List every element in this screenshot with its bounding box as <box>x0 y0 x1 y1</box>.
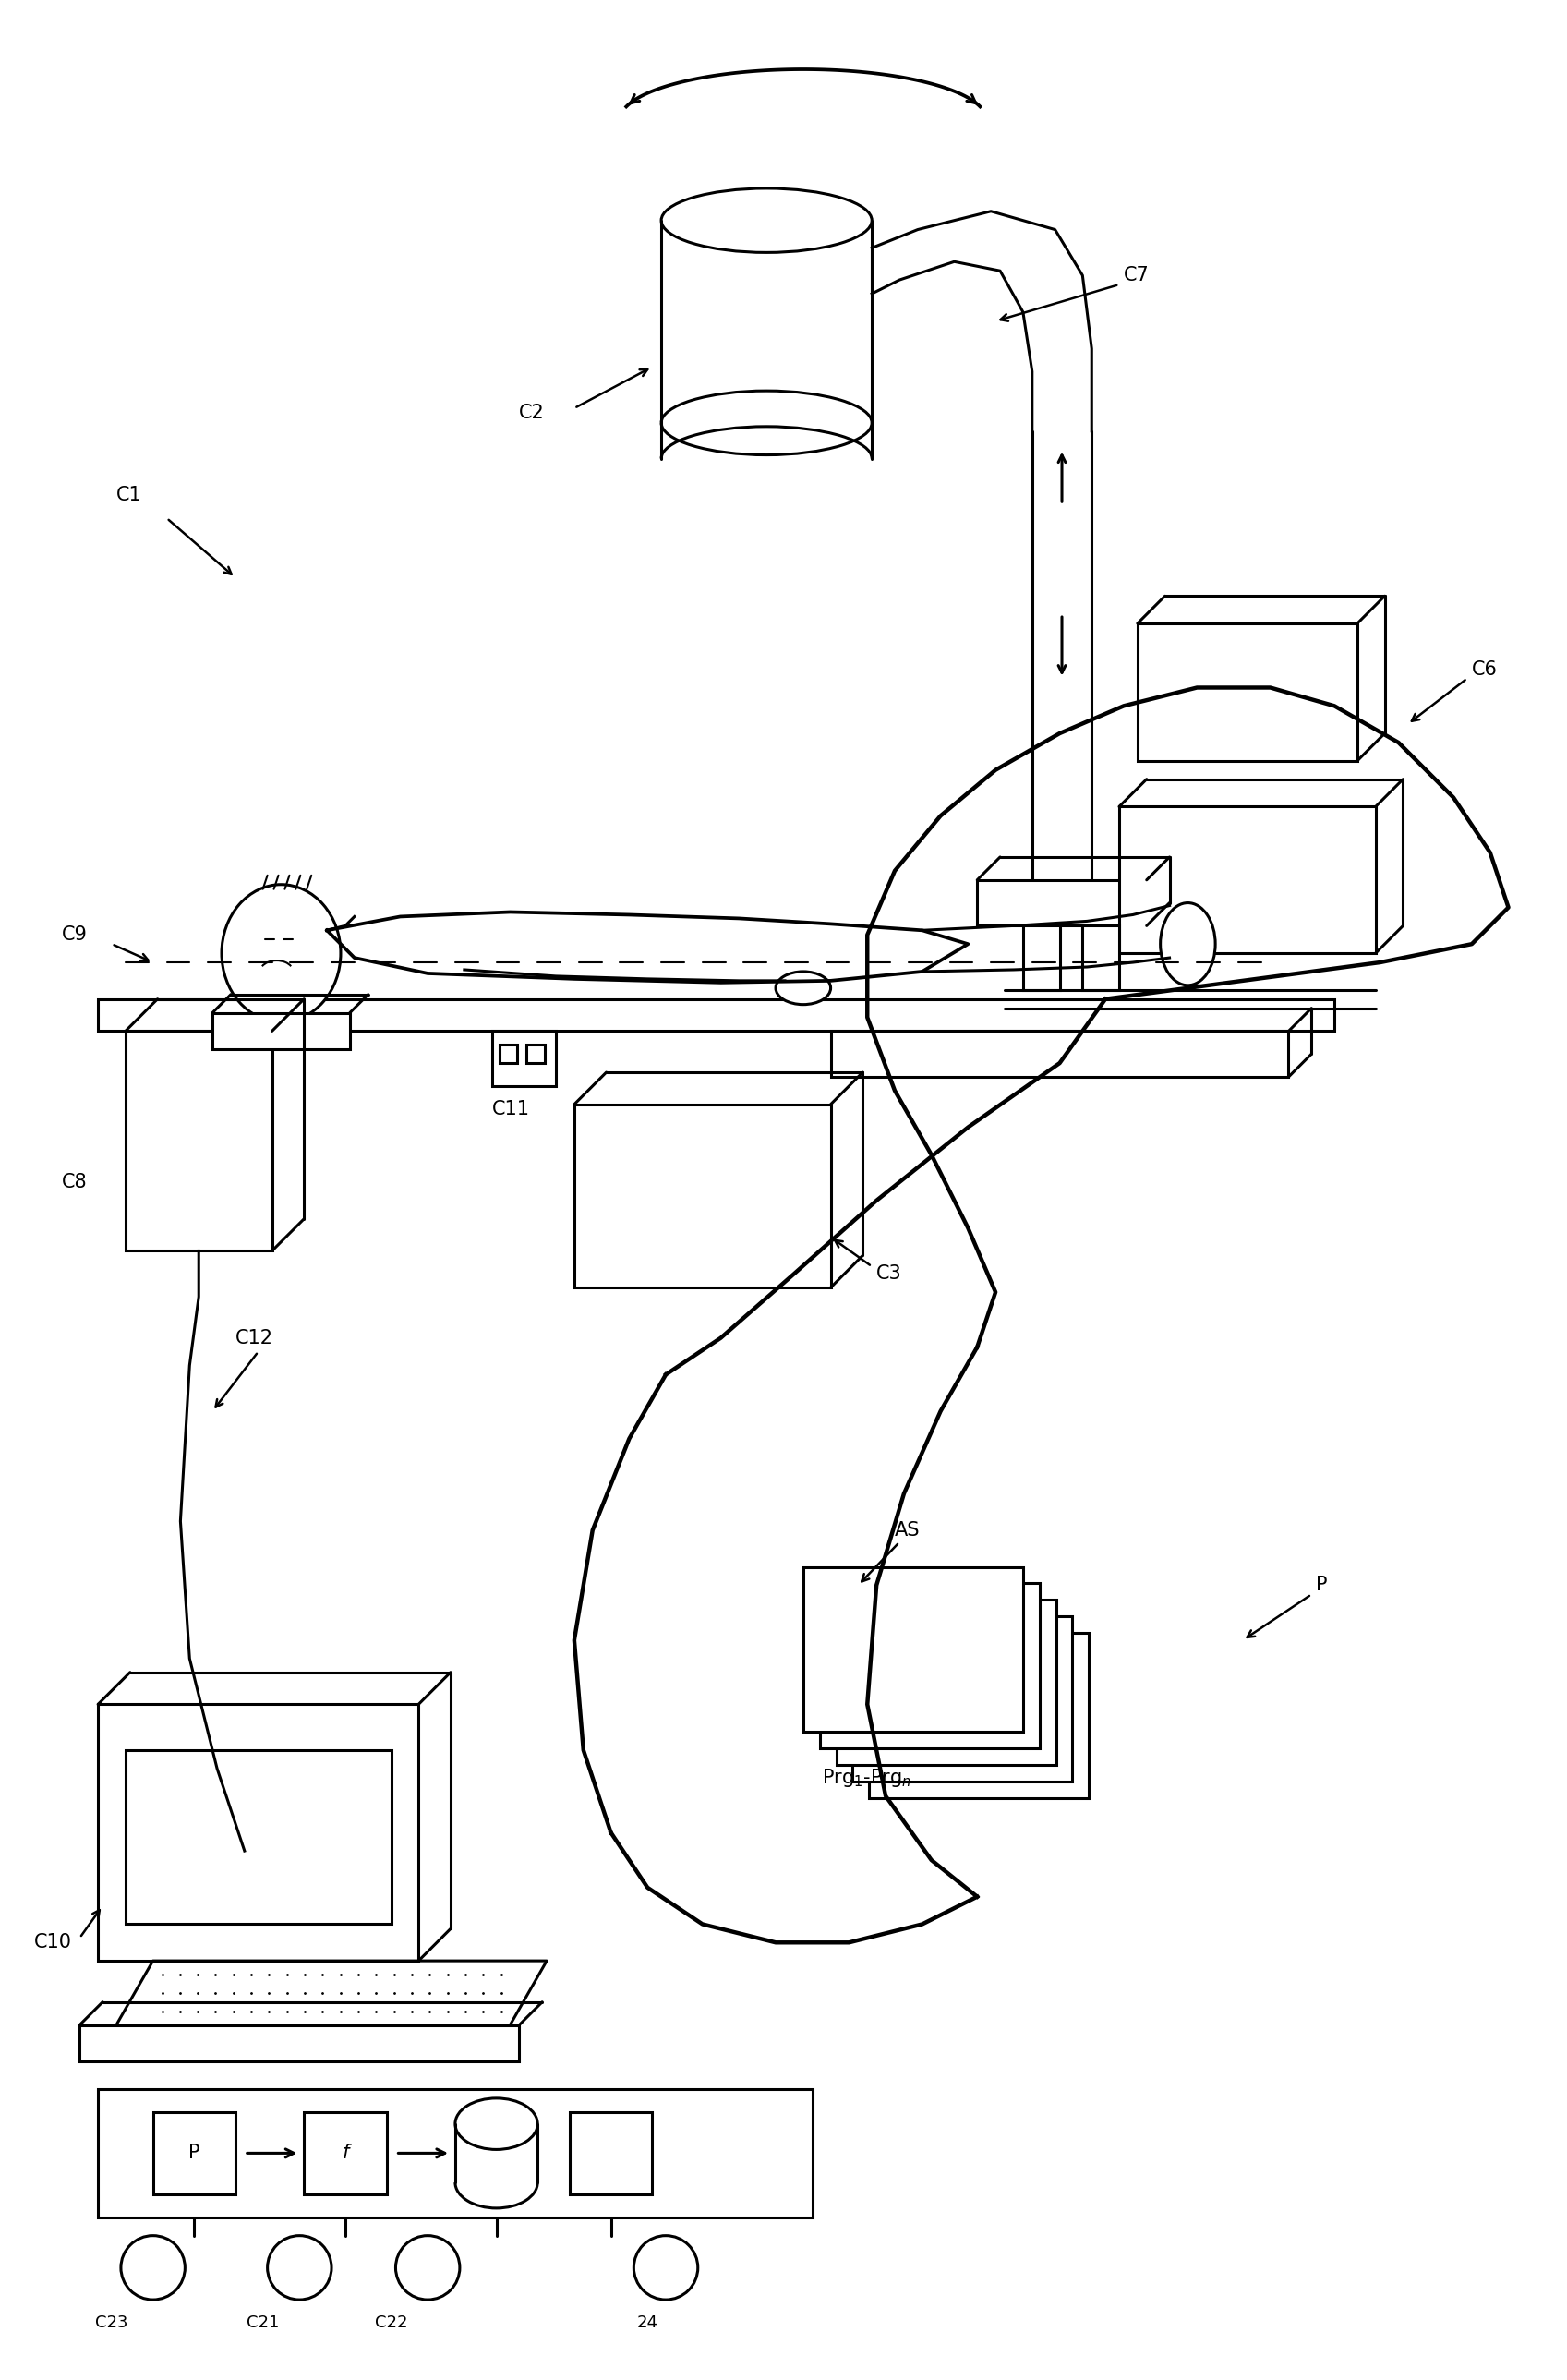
Ellipse shape <box>454 2099 537 2149</box>
Circle shape <box>121 2235 185 2299</box>
Text: C11: C11 <box>492 1100 530 1119</box>
Bar <box>213 1014 349 1050</box>
Bar <box>154 2111 235 2194</box>
Bar <box>99 1704 418 1961</box>
Bar <box>820 1583 1039 1749</box>
Text: P: P <box>188 2144 201 2163</box>
Bar <box>500 1045 517 1064</box>
Bar <box>831 1031 1288 1076</box>
Text: 24: 24 <box>636 2313 658 2330</box>
Bar <box>574 1104 831 1288</box>
Text: f: f <box>342 2144 349 2163</box>
Bar <box>125 1031 273 1252</box>
Text: C1: C1 <box>116 486 143 505</box>
Text: C12: C12 <box>235 1328 273 1347</box>
Circle shape <box>633 2235 697 2299</box>
Text: C2: C2 <box>519 405 545 421</box>
Bar <box>852 1616 1072 1780</box>
Bar <box>99 1000 1335 1031</box>
Bar <box>837 1599 1056 1766</box>
Circle shape <box>268 2235 332 2299</box>
Bar <box>99 2090 812 2218</box>
Bar <box>1119 807 1376 954</box>
Bar <box>125 1749 392 1923</box>
Text: C3: C3 <box>876 1264 903 1283</box>
Bar <box>870 1633 1089 1797</box>
Bar <box>304 2111 387 2194</box>
Bar <box>804 1566 1023 1733</box>
Bar <box>570 2111 652 2194</box>
Ellipse shape <box>776 971 831 1004</box>
Text: C6: C6 <box>1471 659 1498 678</box>
Text: C7: C7 <box>1124 267 1149 286</box>
Text: C23: C23 <box>96 2313 128 2330</box>
Bar <box>1138 624 1357 762</box>
Ellipse shape <box>1161 902 1216 985</box>
Bar <box>527 1045 545 1064</box>
Circle shape <box>395 2235 459 2299</box>
Bar <box>80 2025 519 2061</box>
Text: C8: C8 <box>61 1173 86 1192</box>
Bar <box>978 881 1147 926</box>
Text: P: P <box>1316 1576 1327 1595</box>
Ellipse shape <box>221 885 340 1021</box>
Text: Prg$_1$-Prg$_n$: Prg$_1$-Prg$_n$ <box>821 1766 910 1790</box>
Text: C9: C9 <box>61 926 88 945</box>
Text: AS: AS <box>895 1521 920 1540</box>
Text: C22: C22 <box>375 2313 407 2330</box>
Bar <box>492 1031 556 1085</box>
Bar <box>1083 926 1119 990</box>
Text: C10: C10 <box>34 1933 72 1952</box>
Text: C21: C21 <box>246 2313 279 2330</box>
Bar <box>1023 926 1059 990</box>
Ellipse shape <box>661 188 871 252</box>
